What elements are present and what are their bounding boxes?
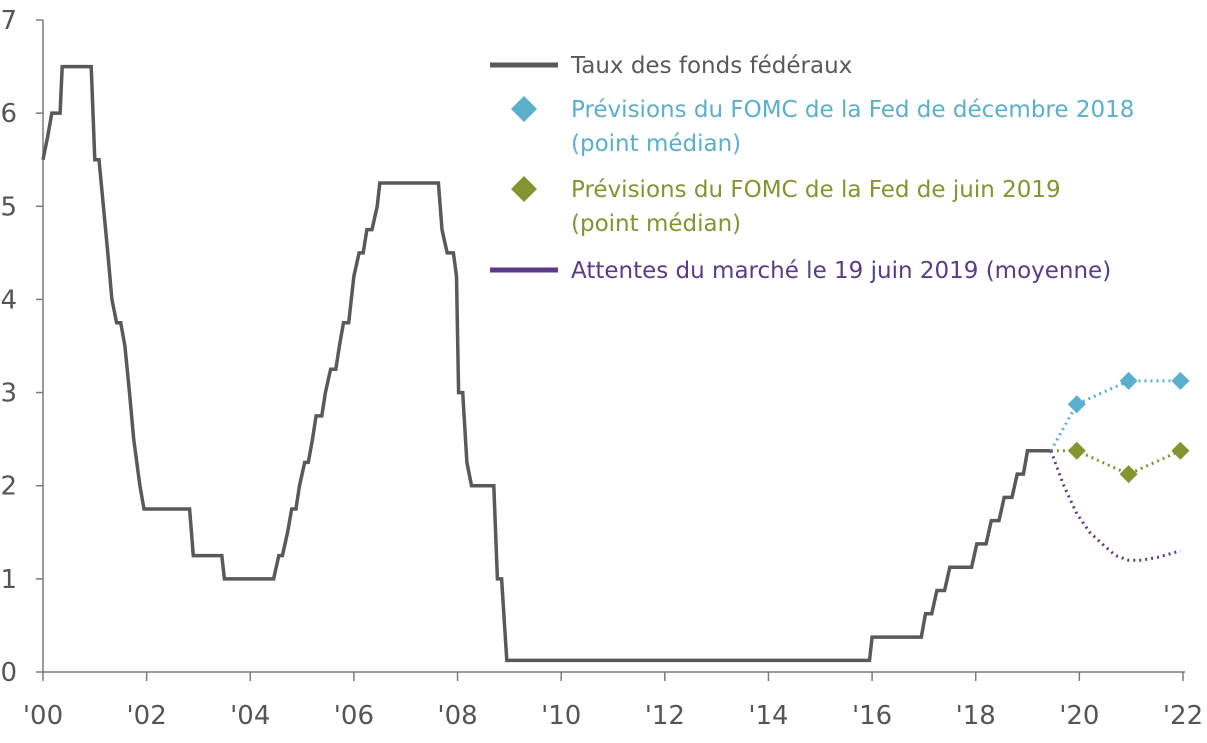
y-tick-label: 1 xyxy=(0,565,17,595)
x-tick-label: '20 xyxy=(1059,701,1099,731)
x-tick-label: '00 xyxy=(23,701,63,731)
x-tick-label: '14 xyxy=(748,701,788,731)
data-point-jun2019 xyxy=(1119,465,1138,484)
x-tick-label: '16 xyxy=(852,701,892,731)
data-point-dec2018 xyxy=(1119,371,1138,390)
data-point-dec2018 xyxy=(1171,371,1190,390)
x-tick-label: '08 xyxy=(437,701,477,731)
x-tick-label: '06 xyxy=(334,701,374,731)
series-line-fed_funds xyxy=(41,64,1051,663)
series-line-market xyxy=(1049,450,1181,562)
data-point-dec2018 xyxy=(1067,395,1086,414)
x-tick-label: '10 xyxy=(541,701,581,731)
legend-marker-dec2018 xyxy=(511,96,537,122)
y-tick-label: 2 xyxy=(0,472,17,502)
y-tick-label: 0 xyxy=(0,658,17,688)
series-line-jun2019 xyxy=(1050,449,1182,476)
y-tick-label: 7 xyxy=(0,6,17,36)
legend-label-dec2018: Prévisions du FOMC de la Fed de décembre… xyxy=(571,97,1134,123)
y-tick-label: 5 xyxy=(0,192,17,222)
legend: Taux des fonds fédéraux Prévisions du FOM… xyxy=(490,53,1134,284)
x-tick-label: '18 xyxy=(956,701,996,731)
x-tick-label: '22 xyxy=(1163,701,1203,731)
legend-label-dec2018: (point médian) xyxy=(571,131,741,157)
legend-label-jun2019: Prévisions du FOMC de la Fed de juin 201… xyxy=(571,177,1061,203)
y-tick-label: 6 xyxy=(0,99,17,129)
legend-marker-jun2019 xyxy=(511,176,537,202)
y-tick-label: 4 xyxy=(0,285,17,315)
axes: 0 1 2 3 4 5 6 7 '00 '02 '04 '06 '08 '10 '12 '14 '16 '18 '2… xyxy=(0,6,1203,731)
y-tick-label: 3 xyxy=(0,379,17,409)
series-line-dec2018 xyxy=(1049,379,1181,452)
data-point-jun2019 xyxy=(1067,441,1086,460)
x-tick-label: '02 xyxy=(127,701,167,731)
legend-label-fed_funds: Taux des fonds fédéraux xyxy=(570,53,852,79)
data-point-jun2019 xyxy=(1171,441,1190,460)
legend-label-market: Attentes du marché le 19 juin 2019 (moye… xyxy=(571,258,1111,284)
legend-label-jun2019: (point médian) xyxy=(571,211,741,237)
x-tick-label: '04 xyxy=(230,701,270,731)
x-tick-label: '12 xyxy=(645,701,685,731)
plot-area xyxy=(41,64,1190,663)
